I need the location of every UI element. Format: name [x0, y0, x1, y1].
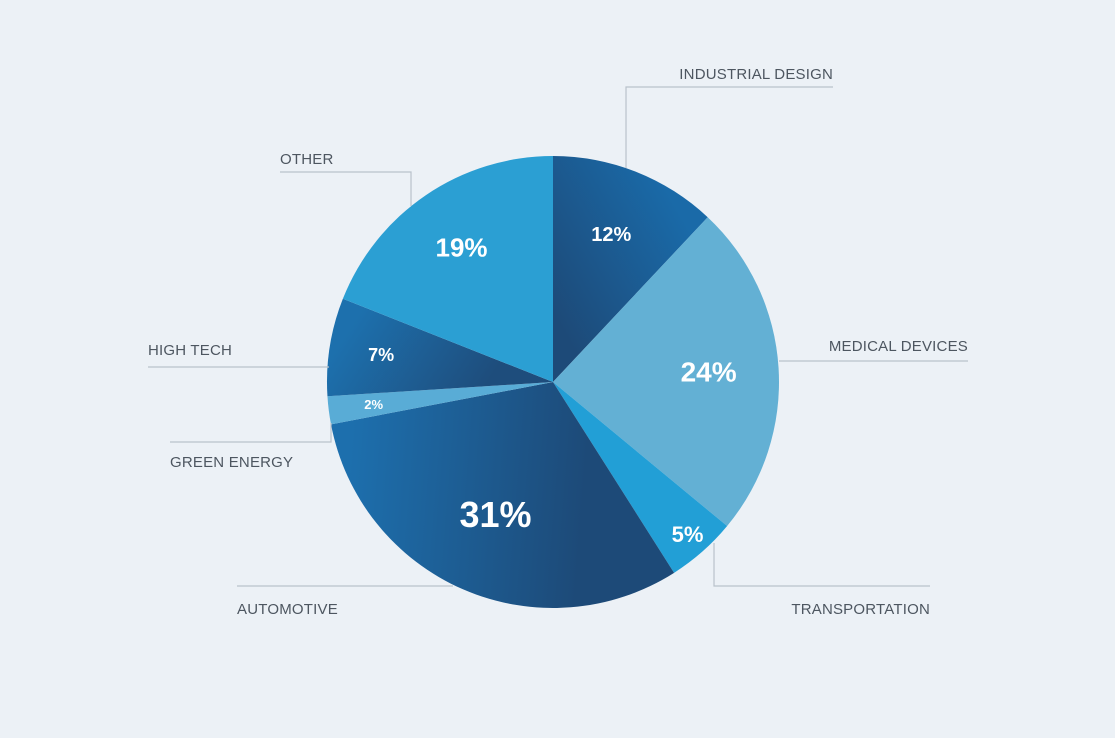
leader-lines [148, 86, 968, 587]
pie-slice-medical-devices [553, 217, 779, 527]
labels-layer: 12% INDUSTRIAL DESIGN 24% MEDICAL DEVICES 5%… [148, 66, 968, 618]
category-label: MEDICAL DEVICES [829, 338, 968, 355]
leader-line [280, 171, 412, 206]
category-label: OTHER [280, 151, 334, 168]
category-label: INDUSTRIAL DESIGN [679, 66, 833, 83]
leader-line [170, 423, 332, 443]
pie-slice-green-energy [327, 382, 553, 425]
category-label: GREEN ENERGY [170, 454, 293, 471]
pie-slice-industrial-design [553, 156, 708, 382]
slice-percent-label: 24% [681, 357, 737, 388]
slice-percent-label: 7% [368, 345, 394, 365]
pie-slice-other [342, 155, 553, 382]
slice-percent-label: 31% [460, 494, 532, 535]
pie-slice-high-tech [326, 298, 553, 397]
slice-percent-label: 12% [591, 224, 631, 246]
category-label: TRANSPORTATION [791, 601, 930, 618]
slice-percent-label: 5% [672, 522, 704, 547]
pie-slice-transportation [553, 382, 728, 573]
pie-slice-automotive [331, 382, 675, 608]
category-label: HIGH TECH [148, 342, 232, 359]
slice-percent-label: 2% [364, 397, 383, 412]
leader-line [625, 86, 833, 168]
slice-percent-label: 19% [436, 232, 488, 262]
slices-layer [326, 155, 779, 608]
category-label: AUTOMOTIVE [237, 601, 338, 618]
leader-line [713, 543, 930, 587]
